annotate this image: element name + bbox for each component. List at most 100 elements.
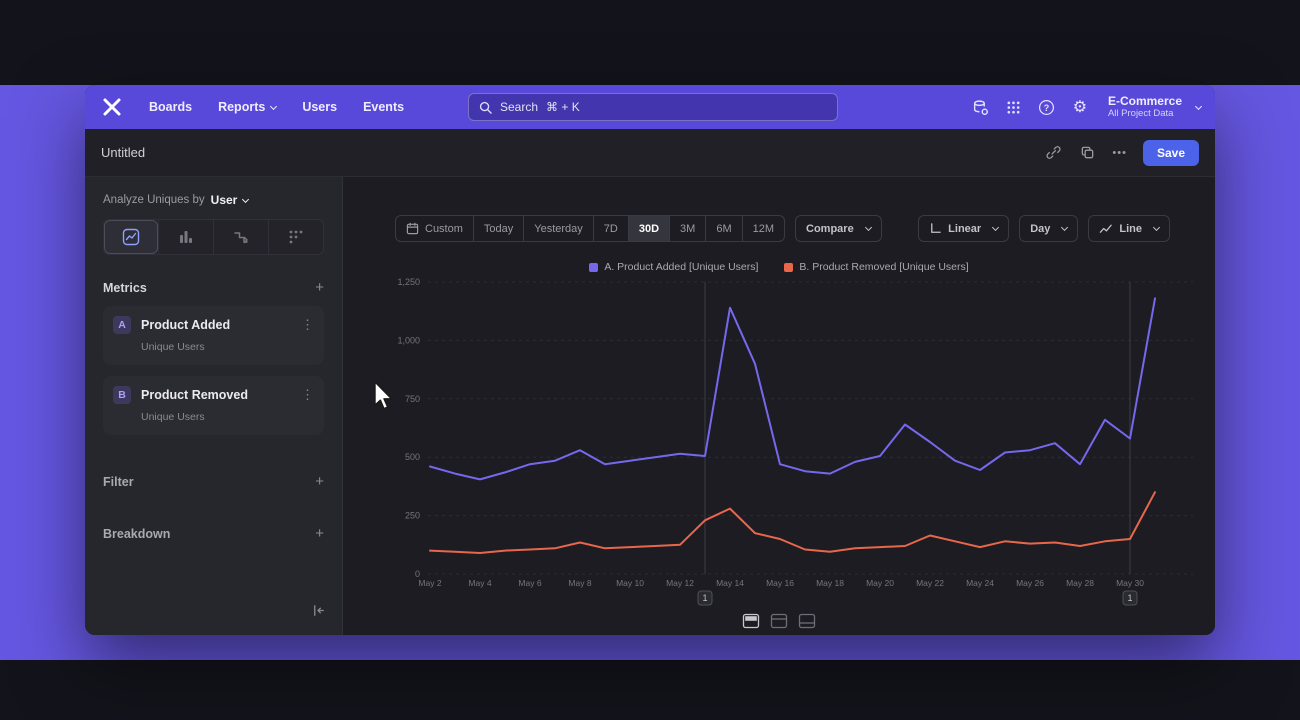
line-chart[interactable]: 0 250 500 750 1,000 1,250 1 1 May 2 May 4 May 6 May… — [343, 273, 1215, 623]
svg-text:1,000: 1,000 — [397, 335, 420, 345]
chart-legend: A. Product Added [Unique Users] B. Produ… — [343, 261, 1215, 273]
metric-name: Product Added — [141, 318, 231, 332]
legend-item-a[interactable]: A. Product Added [Unique Users] — [589, 261, 758, 273]
svg-text:May 8: May 8 — [568, 578, 591, 588]
search-label: Search — [500, 100, 539, 114]
compare-button[interactable]: Compare — [795, 215, 882, 242]
apps-grid-icon[interactable] — [1005, 98, 1023, 116]
document-actions: ••• Save — [1044, 139, 1199, 166]
mouse-cursor — [373, 381, 397, 416]
svg-text:May 14: May 14 — [716, 578, 744, 588]
view-chart-only-button[interactable] — [770, 613, 788, 629]
search-input[interactable]: Search ⌘ + K — [468, 93, 838, 121]
kebab-menu-icon[interactable]: ⋮ — [301, 317, 314, 332]
analyze-row: Analyze Uniques by User — [103, 193, 324, 207]
filter-header: Filter + — [103, 473, 324, 490]
report-type-tabs — [103, 219, 324, 255]
svg-text:May 2: May 2 — [418, 578, 441, 588]
metric-card-b[interactable]: B Product Removed ⋮ Unique Users — [103, 376, 324, 435]
date-range-7d[interactable]: 7D — [592, 216, 628, 241]
metric-badge-b: B — [113, 386, 131, 404]
background-bottom-band — [0, 660, 1300, 720]
report-title[interactable]: Untitled — [101, 145, 146, 160]
interval-dropdown[interactable]: Day — [1019, 215, 1079, 242]
svg-text:May 10: May 10 — [616, 578, 644, 588]
add-filter-button[interactable]: + — [315, 473, 324, 490]
background-top-band — [0, 0, 1300, 85]
help-icon[interactable]: ? — [1038, 98, 1056, 116]
view-toggles — [742, 613, 816, 629]
mixpanel-logo-icon[interactable] — [101, 96, 123, 118]
chart-toolbar: Custom Today Yesterday 7D 30D 3M 6M 12M … — [395, 215, 1170, 242]
project-selector[interactable]: E-Commerce All Project Data — [1107, 94, 1203, 119]
legend-swatch-b — [784, 262, 794, 272]
kebab-menu-icon[interactable]: ⋮ — [301, 387, 314, 402]
project-name: E-Commerce — [1107, 94, 1182, 108]
axis-icon — [931, 223, 941, 233]
metric-card-a[interactable]: A Product Added ⋮ Unique Users — [103, 306, 324, 365]
metric-name: Product Removed — [141, 388, 248, 402]
tab-retention[interactable] — [268, 220, 323, 254]
svg-text:May 26: May 26 — [1016, 578, 1044, 588]
tab-funnels[interactable] — [158, 220, 213, 254]
search-shortcut: ⌘ + K — [546, 100, 580, 114]
collapse-sidebar-button[interactable] — [311, 603, 326, 623]
view-chart-and-table-button[interactable] — [742, 613, 760, 629]
metric-measure[interactable]: Unique Users — [141, 341, 205, 353]
date-range-3m[interactable]: 3M — [669, 216, 705, 241]
date-range-yesterday[interactable]: Yesterday — [523, 216, 593, 241]
add-metric-button[interactable]: + — [315, 279, 324, 296]
svg-text:250: 250 — [405, 511, 420, 521]
svg-text:750: 750 — [405, 394, 420, 404]
svg-text:May 18: May 18 — [816, 578, 844, 588]
date-range-30d[interactable]: 30D — [627, 216, 670, 241]
data-management-icon[interactable] — [972, 98, 990, 116]
add-breakdown-button[interactable]: + — [315, 525, 324, 542]
filter-label: Filter — [103, 475, 134, 489]
nav-item-users[interactable]: Users — [302, 100, 338, 114]
view-table-only-button[interactable] — [798, 613, 816, 629]
navbar-right: ? ⚙ E-Commerce All Project Data — [972, 85, 1203, 129]
line-chart-icon — [1100, 224, 1113, 233]
legend-item-b[interactable]: B. Product Removed [Unique Users] — [784, 261, 969, 273]
nav-item-events[interactable]: Events — [363, 100, 405, 114]
chart-type-dropdown[interactable]: Line — [1088, 215, 1170, 242]
analyze-label: Analyze Uniques by — [103, 194, 205, 206]
nav-item-boards[interactable]: Boards — [149, 100, 193, 114]
chevron-down-icon — [992, 223, 1000, 232]
svg-text:May 16: May 16 — [766, 578, 794, 588]
app-body: Analyze Uniques by User Metrics — [85, 177, 1215, 635]
svg-text:1,250: 1,250 — [397, 277, 420, 287]
document-bar: Untitled ••• Save — [85, 129, 1215, 177]
nav-item-reports[interactable]: Reports — [218, 100, 278, 114]
svg-text:1: 1 — [1127, 593, 1132, 603]
share-link-icon[interactable] — [1044, 144, 1062, 162]
chart-panel: Custom Today Yesterday 7D 30D 3M 6M 12M … — [343, 177, 1215, 635]
tab-insights[interactable] — [104, 220, 158, 254]
calendar-icon — [406, 222, 419, 235]
primary-nav: Boards Reports Users Events — [149, 100, 404, 114]
date-range-custom[interactable]: Custom — [396, 216, 473, 241]
breakdown-header: Breakdown + — [103, 525, 324, 542]
tab-flows[interactable] — [213, 220, 268, 254]
date-range-12m[interactable]: 12M — [741, 216, 784, 241]
date-range-6m[interactable]: 6M — [705, 216, 741, 241]
scale-dropdown[interactable]: Linear — [918, 215, 1010, 242]
duplicate-icon[interactable] — [1078, 144, 1096, 162]
chevron-down-icon — [1152, 223, 1161, 232]
svg-text:May 20: May 20 — [866, 578, 894, 588]
metrics-label: Metrics — [103, 281, 147, 295]
date-range-today[interactable]: Today — [472, 216, 523, 241]
more-options-icon[interactable]: ••• — [1112, 146, 1127, 159]
svg-text:0: 0 — [415, 569, 420, 579]
svg-text:May 12: May 12 — [666, 578, 694, 588]
project-subtitle: All Project Data — [1107, 108, 1174, 119]
save-button[interactable]: Save — [1142, 139, 1199, 166]
chevron-down-icon — [1061, 223, 1069, 232]
metric-measure[interactable]: Unique Users — [141, 411, 205, 423]
svg-text:500: 500 — [405, 452, 420, 462]
metric-badge-a: A — [113, 316, 131, 334]
analyze-entity-dropdown[interactable]: User — [211, 193, 250, 207]
app-window: Boards Reports Users Events Search ⌘ + K… — [85, 85, 1215, 635]
settings-gear-icon[interactable]: ⚙ — [1072, 99, 1088, 116]
